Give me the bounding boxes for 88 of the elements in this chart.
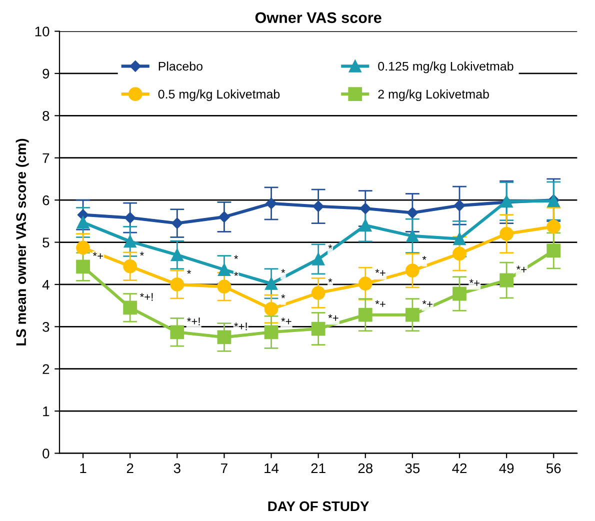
x-tick-label: 1 bbox=[80, 464, 86, 474]
point bbox=[218, 263, 230, 276]
point bbox=[500, 226, 514, 241]
annotation: *+ bbox=[375, 300, 386, 307]
y-tick-label: 4 bbox=[42, 280, 50, 290]
annotation: * bbox=[187, 270, 192, 274]
point bbox=[406, 264, 420, 278]
point bbox=[312, 200, 324, 212]
x-tick-label: 21 bbox=[311, 463, 326, 474]
y-tick-label: 10 bbox=[35, 26, 50, 36]
point bbox=[76, 260, 90, 274]
x-tick-label: 14 bbox=[264, 464, 279, 474]
annotation: * bbox=[234, 272, 238, 276]
point bbox=[500, 273, 514, 288]
point bbox=[217, 330, 232, 344]
point bbox=[358, 276, 372, 291]
y-tick-label: 5 bbox=[42, 238, 50, 248]
point bbox=[358, 308, 372, 322]
point bbox=[312, 252, 325, 266]
annotation: *+! bbox=[140, 293, 153, 301]
legend-label: 0.5 mg/kg Lokivetmab bbox=[158, 89, 280, 102]
annotation: *+ bbox=[375, 269, 386, 276]
point bbox=[406, 308, 420, 322]
annotation: *+ bbox=[328, 314, 338, 321]
legend-label: 2 mg/kg Lokivetmab bbox=[378, 89, 489, 102]
point bbox=[311, 286, 326, 300]
point bbox=[453, 232, 466, 246]
point bbox=[170, 248, 184, 262]
y-tick-label: 0 bbox=[42, 448, 50, 458]
point bbox=[76, 216, 90, 229]
point bbox=[546, 220, 561, 234]
point bbox=[311, 322, 326, 336]
x-axis-title: DAY OF STUDY bbox=[268, 501, 370, 512]
point bbox=[406, 230, 419, 242]
x-tick-label: 56 bbox=[546, 463, 561, 474]
point bbox=[264, 325, 278, 340]
y-tick-label: 1 bbox=[43, 406, 50, 416]
point bbox=[124, 235, 136, 248]
point bbox=[359, 219, 372, 232]
annotation: * bbox=[140, 252, 144, 256]
y-tick-label: 2 bbox=[42, 364, 50, 374]
point bbox=[452, 286, 466, 301]
annotation: * bbox=[422, 256, 426, 260]
point bbox=[265, 277, 278, 290]
annotation: *+ bbox=[92, 252, 104, 259]
point bbox=[123, 300, 138, 315]
y-tick-label: 7 bbox=[42, 153, 50, 163]
point bbox=[266, 198, 277, 210]
legend-label: 0.125 mg/kg Lokivetmab bbox=[378, 62, 514, 74]
point bbox=[124, 212, 136, 224]
legend-label: Placebo bbox=[158, 62, 202, 71]
x-tick-label: 3 bbox=[174, 463, 180, 474]
annotation: *+ bbox=[422, 300, 432, 307]
x-tick-label: 7 bbox=[221, 464, 228, 474]
chart-title: Owner VAS score bbox=[255, 12, 382, 24]
point bbox=[360, 202, 371, 214]
point bbox=[170, 278, 184, 292]
point bbox=[172, 218, 183, 229]
y-axis-title: LS mean owner VAS score (cm) bbox=[16, 138, 29, 346]
annotation: *+ bbox=[516, 266, 527, 272]
point bbox=[76, 240, 90, 255]
annotation: * bbox=[281, 269, 286, 273]
point bbox=[454, 200, 466, 212]
point bbox=[170, 325, 184, 340]
point bbox=[217, 280, 232, 294]
annotation: *+! bbox=[234, 322, 247, 330]
annotation: * bbox=[328, 244, 332, 248]
x-tick-label: 35 bbox=[405, 463, 420, 474]
annotation: * bbox=[281, 294, 286, 298]
annotation: * bbox=[234, 255, 238, 260]
point bbox=[546, 244, 561, 258]
annotation: * bbox=[328, 278, 332, 282]
annotation: *+! bbox=[187, 318, 200, 326]
x-tick-label: 28 bbox=[358, 463, 373, 474]
y-tick-label: 8 bbox=[42, 110, 50, 121]
y-tick-label: 3 bbox=[42, 322, 50, 332]
point bbox=[452, 246, 466, 261]
point bbox=[406, 207, 418, 218]
point bbox=[218, 211, 230, 223]
x-tick-label: 49 bbox=[499, 463, 514, 474]
x-tick-label: 42 bbox=[452, 463, 467, 474]
y-tick-label: 6 bbox=[42, 195, 50, 206]
annotation: *+ bbox=[281, 318, 292, 324]
point bbox=[264, 302, 278, 316]
x-tick-label: 2 bbox=[126, 463, 134, 474]
y-tick-label: 9 bbox=[42, 68, 50, 79]
annotation: *+ bbox=[469, 279, 480, 286]
point bbox=[123, 259, 138, 274]
